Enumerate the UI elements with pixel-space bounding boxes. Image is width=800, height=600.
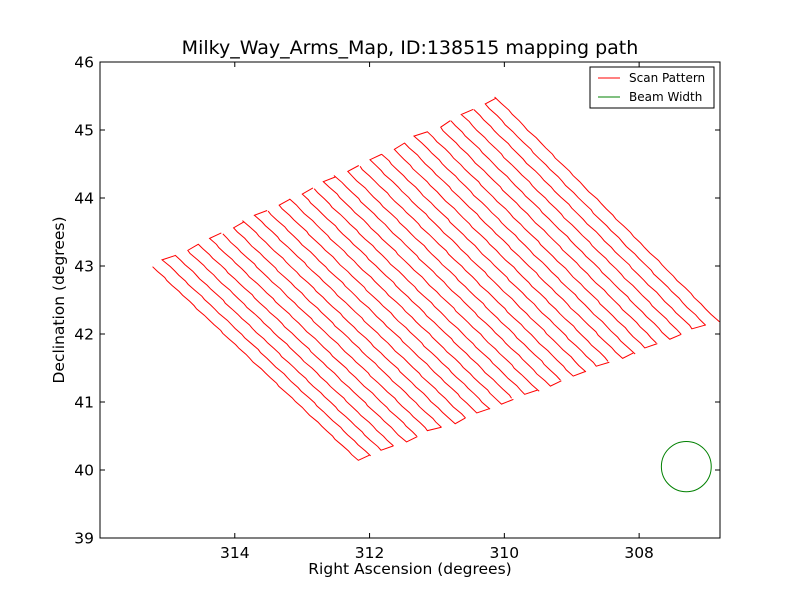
scan-leg-19	[359, 166, 586, 377]
y-tick-label: 40	[74, 462, 94, 480]
beam-width-circle	[660, 440, 712, 493]
scan-leg-30	[484, 97, 707, 326]
scan-leg-21	[381, 153, 610, 367]
y-tick-label: 43	[74, 258, 94, 276]
scan-leg-9	[242, 220, 466, 425]
scan-leg-29	[473, 109, 706, 330]
plot-frame	[99, 61, 721, 539]
legend-label-scan-pattern: Scan Pattern	[629, 71, 705, 85]
scan-leg-1	[152, 266, 370, 461]
scan-leg-26	[440, 120, 657, 344]
scan-leg-22	[393, 142, 609, 362]
legend-frame	[589, 66, 715, 109]
scan-leg-24	[412, 131, 636, 355]
scan-leg-15	[313, 188, 538, 395]
scan-leg-11	[267, 210, 490, 414]
y-tick-label: 45	[74, 122, 94, 140]
scan-leg-17	[333, 175, 562, 387]
scan-leg-13	[289, 198, 514, 405]
scan-leg-7	[222, 233, 442, 432]
scan-leg-23	[403, 142, 634, 359]
x-tick-label: 314	[220, 544, 250, 562]
scan-leg-6	[208, 232, 418, 437]
y-tick-label: 41	[74, 394, 94, 412]
chart-title: Milky_Way_Arms_Map, ID:138515 mapping pa…	[182, 37, 639, 59]
y-axis-label: Declination (degrees)	[50, 216, 68, 383]
legend-label-beam-width: Beam Width	[629, 90, 702, 104]
scan-leg-18	[346, 165, 561, 381]
x-tick-label: 310	[490, 544, 520, 562]
legend: Scan Pattern Beam Width	[589, 66, 715, 109]
scan-leg-16	[322, 176, 540, 392]
scan-leg-20	[369, 153, 587, 373]
y-axis: 39 40 41 42 43 44 45 46	[74, 54, 720, 548]
y-tick-label: 42	[74, 326, 94, 344]
x-axis-label: Right Ascension (degrees)	[308, 560, 511, 578]
plot-area	[152, 96, 720, 493]
scan-leg-5	[197, 243, 418, 443]
scan-leg-14	[301, 187, 512, 399]
scan-leg-10	[253, 210, 466, 419]
scan-leg-31	[494, 96, 720, 323]
y-tick-label: 46	[74, 54, 94, 72]
x-axis: 314 312 310 308	[220, 62, 654, 562]
scan-leg-3	[174, 254, 394, 451]
x-tick-label: 312	[355, 544, 385, 562]
x-tick-label: 308	[624, 544, 654, 562]
y-tick-label: 39	[74, 530, 94, 548]
scan-leg-4	[187, 243, 394, 447]
scan-leg-28	[460, 108, 682, 335]
y-tick-label: 44	[74, 190, 94, 208]
scan-leg-8	[232, 221, 442, 428]
scan-leg-27	[450, 120, 682, 340]
scan-leg-2	[161, 254, 371, 457]
scan-leg-25	[426, 131, 658, 349]
scan-leg-12	[278, 198, 491, 410]
